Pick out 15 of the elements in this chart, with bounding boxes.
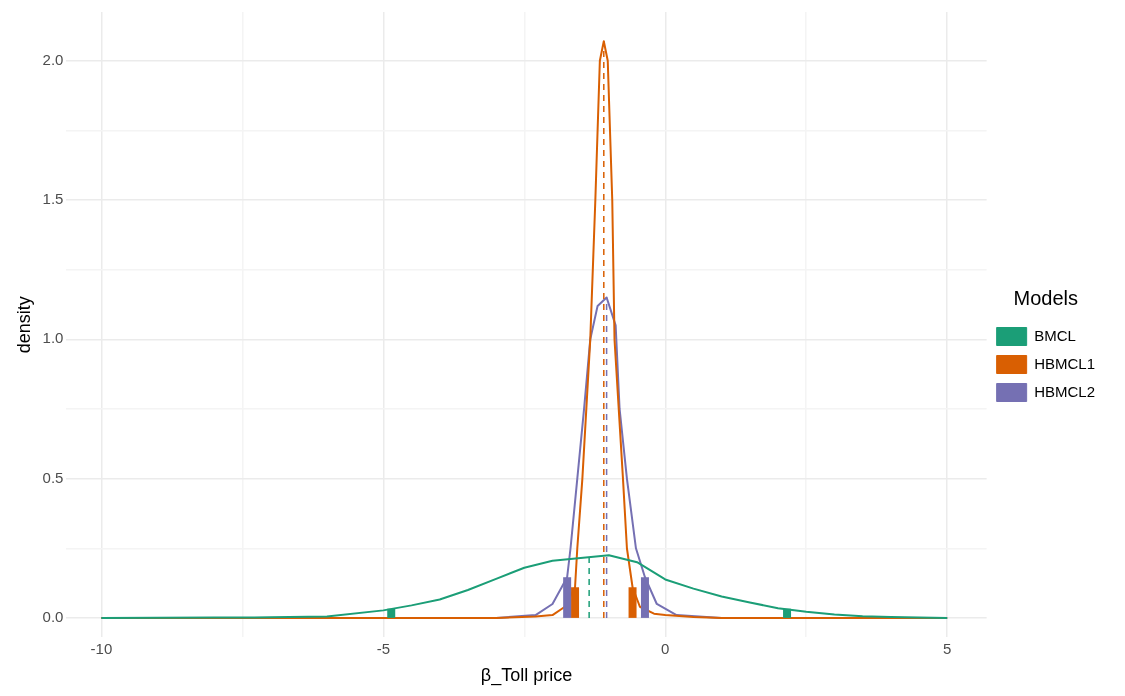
x-tick-label: -5: [376, 639, 391, 657]
y-axis-title: density: [13, 296, 34, 354]
x-tick-label: -10: [90, 639, 113, 657]
y-tick-label: 1.0: [42, 329, 64, 347]
x-tick-label: 0: [661, 639, 670, 657]
y-tick-label: 2.0: [42, 50, 64, 68]
legend-title: Models: [1013, 287, 1079, 310]
x-tick-label: 5: [943, 639, 952, 657]
legend-label: HBMCL1: [1034, 354, 1096, 372]
legend-label: HBMCL2: [1034, 382, 1096, 400]
y-tick-label: 1.5: [42, 190, 64, 208]
x-axis-title: β_Toll price: [480, 665, 573, 687]
y-tick-label: 0.0: [42, 608, 64, 626]
legend-label: BMCL: [1034, 326, 1076, 344]
y-tick-label: 0.5: [42, 468, 64, 486]
